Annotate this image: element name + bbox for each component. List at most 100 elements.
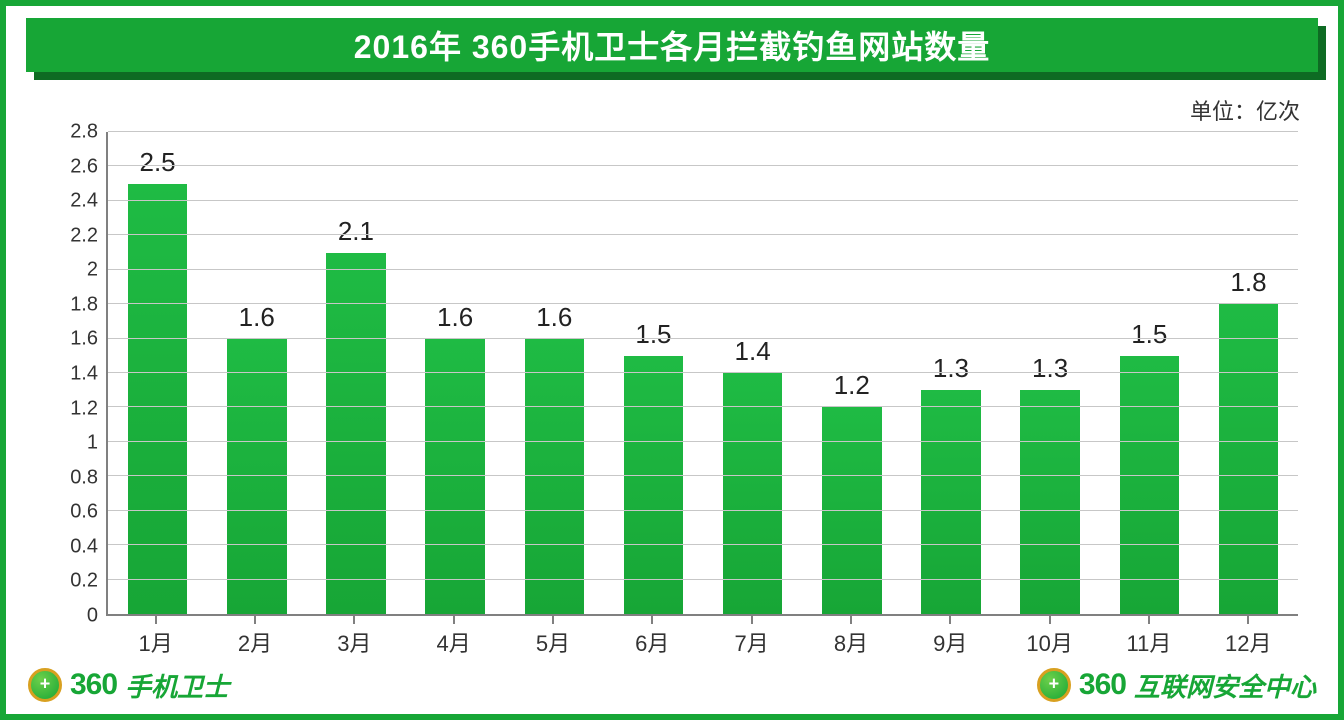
x-tick-mark [353, 616, 355, 624]
bar: 1.2 [822, 407, 882, 614]
bar-value-label: 1.3 [1032, 353, 1068, 384]
y-tick-label: 2.2 [70, 224, 98, 247]
bar-slot: 1.6 [505, 132, 604, 614]
bar-value-label: 1.8 [1230, 267, 1266, 298]
x-tick-mark [552, 616, 554, 624]
grid-line [108, 338, 1298, 339]
bar: 1.3 [921, 390, 981, 614]
x-tick: 4月 [404, 616, 503, 656]
x-tick-mark [850, 616, 852, 624]
grid-line [108, 544, 1298, 545]
y-axis: 00.20.40.60.811.21.41.61.822.22.42.62.8 [36, 132, 106, 616]
y-tick-label: 0.6 [70, 501, 98, 524]
logo-right-text: 互联网安全中心 [1134, 667, 1316, 704]
logo-left-text: 手机卫士 [125, 667, 229, 704]
bar-value-label: 1.6 [536, 302, 572, 333]
bar: 2.5 [128, 184, 188, 614]
grid-line [108, 234, 1298, 235]
footer: 360 手机卫士 360 互联网安全中心 [6, 656, 1338, 714]
grid-line [108, 372, 1298, 373]
bar: 1.5 [624, 356, 684, 614]
x-tick-mark [949, 616, 951, 624]
logo-right-num: 360 [1079, 668, 1126, 702]
grid-line [108, 200, 1298, 201]
x-tick-mark [155, 616, 157, 624]
bar-slot: 1.6 [406, 132, 505, 614]
x-tick-mark [1247, 616, 1249, 624]
bar-value-label: 2.5 [140, 147, 176, 178]
y-tick-label: 2.8 [70, 121, 98, 144]
bar-slot: 1.6 [207, 132, 306, 614]
logo-left-num: 360 [70, 668, 117, 702]
unit-label: 单位：亿次 [6, 80, 1338, 126]
bar-slot: 1.3 [901, 132, 1000, 614]
logo-right: 360 互联网安全中心 [1037, 667, 1316, 704]
x-tick: 7月 [702, 616, 801, 656]
bar-slot: 1.5 [1100, 132, 1199, 614]
bar-value-label: 1.6 [437, 302, 473, 333]
y-tick-label: 1.6 [70, 328, 98, 351]
grid-line [108, 579, 1298, 580]
y-tick-label: 1 [87, 432, 98, 455]
bars-container: 2.5 1.6 2.1 1.6 1.6 1.5 1.4 1.2 1.3 1.3 1.5 1.8 [108, 132, 1298, 614]
bar-slot: 1.2 [802, 132, 901, 614]
bar: 1.3 [1020, 390, 1080, 614]
bar: 2.1 [326, 253, 386, 615]
grid-line [108, 269, 1298, 270]
bar-slot: 2.5 [108, 132, 207, 614]
title-bar-wrap: 2016年 360手机卫士各月拦截钓鱼网站数量 [26, 18, 1318, 80]
bar-slot: 2.1 [306, 132, 405, 614]
bar-slot: 1.4 [703, 132, 802, 614]
y-tick-label: 2.4 [70, 190, 98, 213]
bar-value-label: 1.4 [735, 336, 771, 367]
y-tick-label: 0 [87, 605, 98, 628]
y-tick-label: 0.8 [70, 466, 98, 489]
bar-slot: 1.8 [1199, 132, 1298, 614]
x-tick: 1月 [106, 616, 205, 656]
shield-icon [1037, 668, 1071, 702]
logo-left: 360 手机卫士 [28, 667, 229, 704]
x-tick: 8月 [801, 616, 900, 656]
x-axis: 1月2月3月4月5月6月7月8月9月10月11月12月 [106, 616, 1298, 656]
bar-value-label: 2.1 [338, 216, 374, 247]
x-tick-mark [1049, 616, 1051, 624]
bar-value-label: 1.3 [933, 353, 969, 384]
x-tick: 10月 [1000, 616, 1099, 656]
x-tick: 2月 [205, 616, 304, 656]
shield-icon [28, 668, 62, 702]
y-tick-label: 1.4 [70, 363, 98, 386]
x-tick-mark [751, 616, 753, 624]
bar-slot: 1.3 [1001, 132, 1100, 614]
bar-value-label: 1.2 [834, 370, 870, 401]
chart-area: 00.20.40.60.811.21.41.61.822.22.42.62.8 … [36, 132, 1308, 656]
grid-line [108, 131, 1298, 132]
x-tick: 6月 [603, 616, 702, 656]
grid-line [108, 510, 1298, 511]
x-tick-mark [651, 616, 653, 624]
grid-line [108, 441, 1298, 442]
x-tick-mark [1148, 616, 1150, 624]
x-tick: 3月 [305, 616, 404, 656]
bar-value-label: 1.5 [635, 319, 671, 350]
bar-slot: 1.5 [604, 132, 703, 614]
x-tick: 11月 [1099, 616, 1198, 656]
x-tick: 5月 [503, 616, 602, 656]
chart-frame: 2016年 360手机卫士各月拦截钓鱼网站数量 单位：亿次 0 0.2 0.4 0.6… [0, 0, 1344, 720]
y-tick-label: 1.8 [70, 293, 98, 316]
bar-value-label: 1.5 [1131, 319, 1167, 350]
y-tick-label: 2.6 [70, 155, 98, 178]
y-tick-label: 0.4 [70, 535, 98, 558]
grid-line [108, 303, 1298, 304]
bar: 1.5 [1120, 356, 1180, 614]
x-tick: 9月 [901, 616, 1000, 656]
grid-line [108, 406, 1298, 407]
y-tick-label: 2 [87, 259, 98, 282]
y-tick-label: 0.2 [70, 570, 98, 593]
bar: 1.8 [1219, 304, 1279, 614]
grid-line [108, 475, 1298, 476]
y-tick-label: 1.2 [70, 397, 98, 420]
x-tick-mark [254, 616, 256, 624]
x-tick: 12月 [1199, 616, 1298, 656]
plot-area: 2.5 1.6 2.1 1.6 1.6 1.5 1.4 1.2 1.3 1.3 1.5 1.8 [106, 132, 1298, 616]
bar-value-label: 1.6 [239, 302, 275, 333]
